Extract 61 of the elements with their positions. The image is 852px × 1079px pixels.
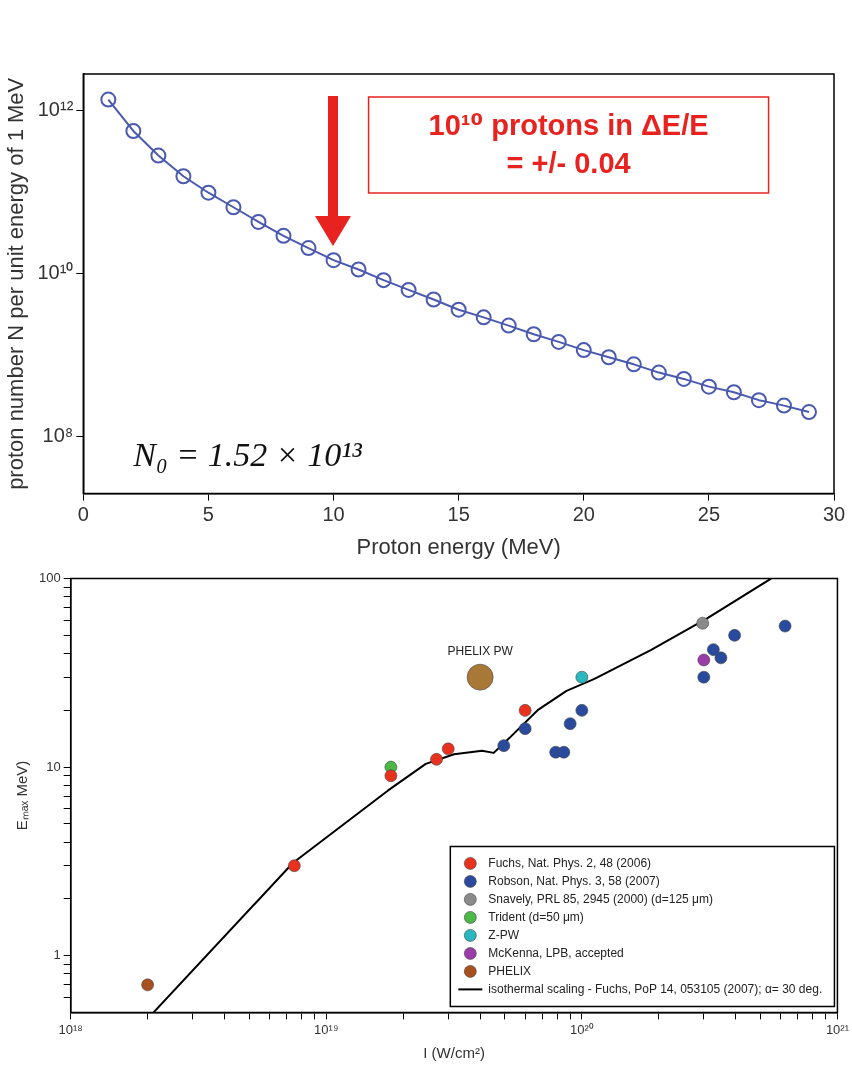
point	[550, 333, 567, 350]
point	[750, 392, 767, 409]
point	[200, 184, 217, 201]
point	[800, 404, 817, 421]
point	[475, 309, 492, 326]
legend-label: McKenna, LPB, accepted	[488, 945, 624, 960]
point	[225, 199, 242, 216]
x-tick-label: 5	[202, 503, 214, 526]
point	[450, 301, 467, 318]
x-tick-label: 0	[77, 503, 89, 526]
y-tick-label: 10⁸	[42, 424, 74, 447]
x-tick-label: 10	[322, 503, 345, 526]
point	[725, 384, 742, 401]
x-tick-label: 15	[447, 503, 470, 526]
y-tick-label: 1	[53, 947, 61, 963]
x-tick-label: 10²¹	[825, 1021, 850, 1037]
x-tick-label: 30	[822, 503, 846, 526]
point	[350, 261, 367, 278]
point	[175, 168, 192, 185]
annotation: 10¹⁰ protons in ΔE/E = +/- 0.04	[428, 109, 709, 179]
legend-label: isothermal scaling - Fuchs, PoP 14, 053105 (2007); α= 30 deg.	[488, 981, 823, 996]
point	[125, 122, 142, 139]
point	[600, 349, 617, 366]
point	[575, 342, 592, 359]
legend-label: Trident (d=50 μm)	[488, 909, 584, 924]
x-tick-label: 10¹⁸	[58, 1021, 83, 1037]
series-label: PHELIX PW	[447, 644, 514, 659]
legend-label: Robson, Nat. Phys. 3, 58 (2007)	[488, 873, 660, 888]
point	[775, 397, 792, 414]
y-tick-label: 10¹²	[37, 97, 74, 120]
legend-label: PHELIX	[488, 963, 531, 978]
point	[525, 326, 542, 343]
point	[150, 147, 167, 164]
x-tick-label: 10²⁰	[569, 1021, 594, 1037]
x-tick-label: 25	[697, 503, 721, 526]
point	[700, 378, 717, 395]
y-tick-label: 100	[38, 570, 61, 586]
legend-label: Fuchs, Nat. Phys. 2, 48 (2006)	[488, 855, 652, 870]
point	[375, 272, 392, 289]
point	[650, 364, 667, 381]
point	[625, 356, 642, 373]
legend-label: Z-PW	[488, 927, 520, 942]
legend-label: Snavely, PRL 85, 2945 (2000) (d=125 μm)	[488, 891, 714, 906]
y-axis-title: Eₘₐₓ MeV)	[13, 760, 31, 831]
y-axis-title: proton number N per unit energy of 1 MeV	[3, 77, 29, 490]
point	[325, 252, 342, 269]
x-axis-title: Proton energy (MeV)	[356, 533, 561, 559]
x-tick-label: 20	[572, 503, 595, 526]
point	[300, 240, 317, 257]
point	[500, 317, 517, 334]
y-tick-label: 10¹⁰	[37, 261, 74, 284]
point	[250, 213, 267, 230]
x-axis-title: I (W/cm²)	[423, 1044, 485, 1062]
point	[275, 227, 292, 244]
point	[100, 91, 117, 108]
x-tick-label: 10¹⁹	[314, 1021, 339, 1037]
point	[675, 370, 692, 387]
y-tick-label: 10	[46, 758, 61, 774]
point	[425, 291, 442, 308]
point	[400, 281, 417, 298]
annotation: N₀ = 1.52 × 10¹³	[132, 435, 363, 473]
